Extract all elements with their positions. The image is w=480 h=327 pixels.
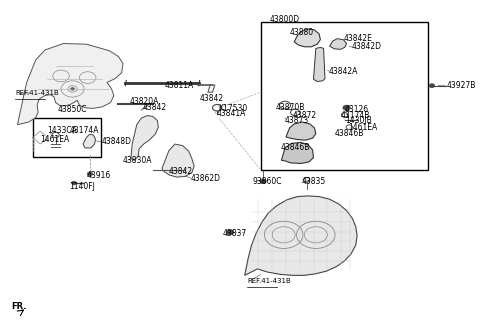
Text: 1140FJ: 1140FJ <box>69 182 95 191</box>
Circle shape <box>87 172 93 176</box>
Polygon shape <box>162 144 194 177</box>
Text: 43842: 43842 <box>143 103 167 112</box>
Text: 43848D: 43848D <box>101 137 132 146</box>
Text: 1430JB: 1430JB <box>345 116 372 125</box>
Circle shape <box>429 84 435 88</box>
Polygon shape <box>281 143 313 164</box>
Text: 43842: 43842 <box>169 167 193 176</box>
Bar <box>33 118 101 157</box>
Text: FR.: FR. <box>12 302 27 311</box>
Bar <box>261 23 428 170</box>
Text: K17530: K17530 <box>218 104 247 112</box>
Circle shape <box>72 181 76 184</box>
Text: 43842: 43842 <box>200 94 224 103</box>
Circle shape <box>260 179 266 183</box>
Text: 43837: 43837 <box>223 229 247 238</box>
Polygon shape <box>294 29 320 47</box>
Polygon shape <box>131 115 158 160</box>
Text: 43872: 43872 <box>293 111 317 120</box>
Text: 43811A: 43811A <box>164 80 193 90</box>
Text: 43835: 43835 <box>302 177 326 186</box>
Text: 43846B: 43846B <box>335 129 364 138</box>
Text: 1433CA: 1433CA <box>48 126 77 135</box>
Polygon shape <box>245 196 357 275</box>
Text: 43174A: 43174A <box>69 126 99 135</box>
Text: 43174B: 43174B <box>341 111 371 120</box>
Text: 43820A: 43820A <box>130 97 159 106</box>
Text: 43800D: 43800D <box>270 15 300 24</box>
Text: 43830A: 43830A <box>123 156 153 165</box>
Text: 1461EA: 1461EA <box>348 123 378 132</box>
Text: 1461EA: 1461EA <box>40 135 70 144</box>
Text: REF.41-431B: REF.41-431B <box>247 278 291 284</box>
Text: 43842E: 43842E <box>343 34 372 43</box>
Text: REF.41-431B: REF.41-431B <box>15 90 59 96</box>
Text: 43126: 43126 <box>345 105 369 113</box>
Polygon shape <box>286 122 316 140</box>
Circle shape <box>71 88 74 90</box>
Circle shape <box>226 230 234 235</box>
Text: 43846B: 43846B <box>280 143 310 152</box>
Text: 43916: 43916 <box>86 171 110 180</box>
Polygon shape <box>313 47 325 81</box>
Text: 43842D: 43842D <box>351 42 381 51</box>
Circle shape <box>343 105 350 110</box>
Text: 43841A: 43841A <box>216 109 246 118</box>
Text: 43927B: 43927B <box>446 81 476 90</box>
Text: 43870B: 43870B <box>276 103 305 112</box>
Polygon shape <box>83 134 96 148</box>
Text: 43873: 43873 <box>285 116 309 125</box>
Text: 43880: 43880 <box>290 28 314 37</box>
Text: 43842A: 43842A <box>328 67 358 76</box>
Text: 43850C: 43850C <box>58 105 87 113</box>
Text: 93860C: 93860C <box>253 177 282 186</box>
Text: 43862D: 43862D <box>191 174 221 183</box>
Polygon shape <box>17 43 123 125</box>
Polygon shape <box>330 39 347 49</box>
